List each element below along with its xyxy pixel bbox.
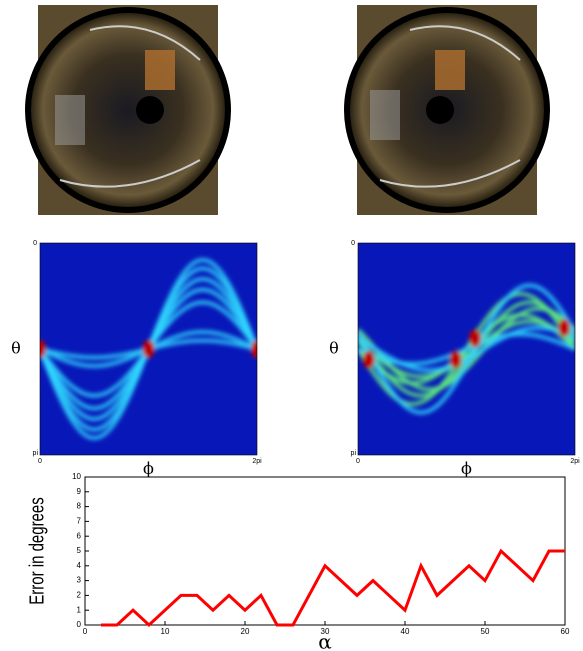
heatmap-peak (558, 318, 571, 337)
theta-top-label: 0 (351, 240, 355, 247)
phi-left-label: 0 (356, 458, 360, 465)
heatmap-peak (142, 340, 155, 358)
theta-top-label: 0 (33, 240, 37, 247)
phi-axis-label: ϕ (143, 459, 154, 478)
heatmap-curve (358, 319, 575, 379)
x-axis-label: α (318, 630, 332, 651)
y-tick-label: 0 (77, 620, 82, 629)
x-tick-label: 50 (481, 627, 490, 636)
y-tick-label: 2 (77, 591, 82, 600)
x-tick-label: 30 (321, 627, 330, 636)
heatmap-peak (251, 340, 257, 358)
x-tick-label: 10 (161, 627, 170, 636)
x-tick-label: 60 (561, 627, 570, 636)
y-tick-label: 6 (77, 531, 82, 540)
heatmap-peak (469, 329, 482, 348)
y-tick-label: 8 (77, 502, 82, 511)
photo-left (25, 5, 231, 215)
photo-right (344, 5, 550, 215)
heatmap-curve (358, 283, 575, 415)
x-tick-label: 0 (83, 627, 88, 636)
heatmap-curves (358, 283, 575, 415)
plot-frame (84, 476, 566, 626)
heatmap (358, 243, 575, 455)
phi-right-label: 2pi (570, 458, 580, 465)
x-tick-label: 40 (401, 627, 410, 636)
heatmap (40, 243, 257, 455)
heatmap-curves (40, 257, 257, 441)
theta-bottom-label: pi (351, 450, 357, 457)
theta-bottom-label: pi (33, 450, 39, 457)
theta-axis-label: θ (329, 339, 339, 358)
y-tick-label: 4 (77, 561, 82, 570)
y-tick-label: 5 (77, 546, 82, 555)
line-chart: 0 1 2 3 4 5 6 7 8 9 10 0 10 20 30 40 50 60 Error in degree… (25, 472, 570, 651)
y-tick-label: 1 (77, 605, 82, 614)
phi-left-label: 0 (38, 458, 42, 465)
phi-axis-label: ϕ (461, 459, 472, 478)
theta-axis-label: θ (11, 339, 21, 358)
heatmap-curve (358, 332, 575, 366)
y-tick-label: 10 (72, 472, 81, 481)
y-tick-label: 9 (77, 487, 82, 496)
phi-right-label: 2pi (252, 458, 262, 465)
heatmap-frame (357, 242, 576, 456)
y-axis-label: Error in degrees (25, 497, 48, 605)
heatmap-frame (39, 242, 258, 456)
data-line (101, 548, 565, 628)
heatmap-peak (362, 350, 375, 369)
y-tick-label: 3 (77, 576, 82, 585)
x-tick-label: 20 (241, 627, 250, 636)
y-tick-label: 7 (77, 517, 82, 526)
heatmap-peak (40, 340, 46, 358)
heatmap-peak (449, 350, 462, 369)
